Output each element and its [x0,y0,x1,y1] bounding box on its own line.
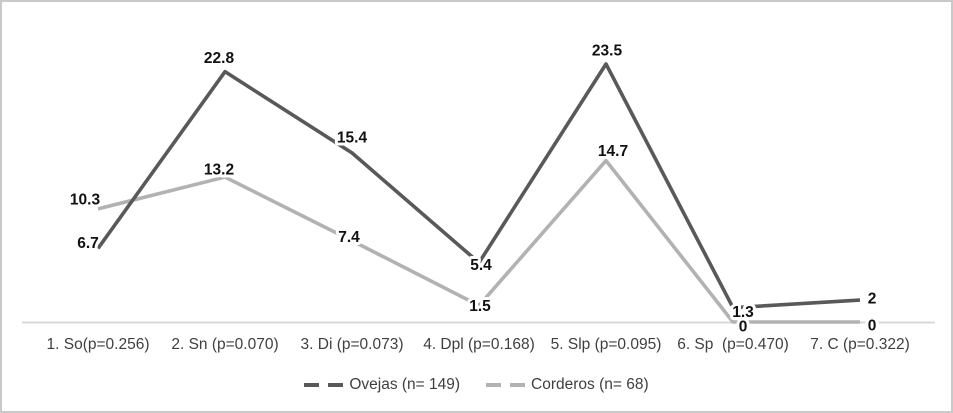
legend-item-ovejas: Ovejas (n= 149) [304,376,460,394]
data-label: 15.4 [337,129,368,146]
data-label: 23.5 [592,42,623,59]
ovejas-line-swatch-dash-1 [304,383,320,387]
data-label: 6.7 [77,235,99,252]
series-line-ovejas [96,62,861,310]
x-axis-label: 2. Sn (p=0.070) [171,336,279,353]
data-label: 0 [739,319,748,336]
series-line-corderos [97,158,860,324]
data-label: 5.4 [470,257,492,274]
data-label: 2 [868,291,877,308]
legend-label-ovejas: Ovejas (n= 149) [349,376,461,393]
x-axis-label: 6. Sp (p=0.470) [677,336,789,353]
data-label: 1.5 [469,298,491,315]
x-axis-label: 5. Slp (p=0.095) [550,336,662,353]
data-label: 10.3 [70,191,101,208]
legend: Ovejas (n= 149) Corderos (n= 68) [2,376,951,394]
x-axis-label: 3. Di (p=0.073) [300,336,404,353]
x-axis-label: 4. Dpl (p=0.168) [423,336,535,353]
corderos-line-swatch-dash-1 [486,383,502,387]
data-label: 0 [868,318,877,335]
legend-label-corderos: Corderos (n= 68) [531,376,649,393]
data-label: 13.2 [204,162,234,179]
data-label: 7.4 [338,229,360,246]
data-label: 14.7 [598,143,628,160]
ovejas-line-swatch-dash-2 [328,383,344,387]
data-label: 22.8 [204,50,235,67]
data-label: 1.3 [732,304,754,321]
legend-item-corderos: Corderos (n= 68) [486,376,649,394]
corderos-line-swatch-dash-2 [510,383,526,387]
x-axis-label: 7. C (p=0.322) [810,336,910,353]
x-axis-label: 1. So(p=0.256) [46,336,150,353]
